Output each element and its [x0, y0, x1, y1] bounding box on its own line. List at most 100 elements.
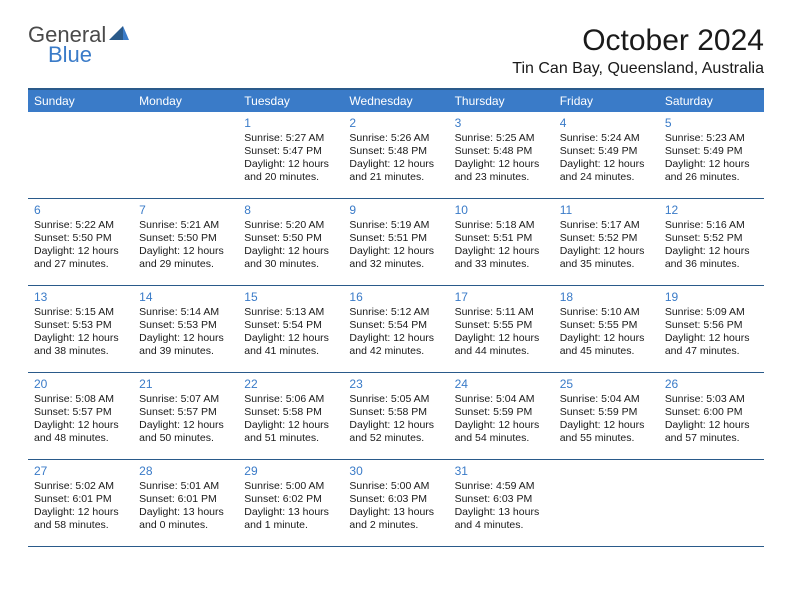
day-info-line: Daylight: 12 hours	[139, 245, 232, 258]
day-info-line: Sunset: 5:56 PM	[665, 319, 758, 332]
day-info-line: Daylight: 13 hours	[244, 506, 337, 519]
day-info-line: Sunset: 5:53 PM	[139, 319, 232, 332]
day-info-line: Daylight: 12 hours	[560, 419, 653, 432]
day-number: 28	[139, 464, 232, 479]
day-info-line: Daylight: 12 hours	[34, 419, 127, 432]
day-info-line: Daylight: 13 hours	[455, 506, 548, 519]
day-info-line: and 55 minutes.	[560, 432, 653, 445]
day-info-line: Sunset: 5:52 PM	[560, 232, 653, 245]
day-info-line: and 30 minutes.	[244, 258, 337, 271]
day-info-line: and 23 minutes.	[455, 171, 548, 184]
day-info-line: Sunrise: 5:12 AM	[349, 306, 442, 319]
day-cell: 19Sunrise: 5:09 AMSunset: 5:56 PMDayligh…	[659, 286, 764, 372]
day-info-line: Sunrise: 5:23 AM	[665, 132, 758, 145]
day-info-line: Sunrise: 5:04 AM	[455, 393, 548, 406]
day-info-line: Sunset: 5:50 PM	[34, 232, 127, 245]
day-info-line: and 27 minutes.	[34, 258, 127, 271]
day-info-line: Daylight: 12 hours	[244, 245, 337, 258]
day-info-line: and 4 minutes.	[455, 519, 548, 532]
day-info-line: and 47 minutes.	[665, 345, 758, 358]
day-info-line: Sunset: 5:59 PM	[455, 406, 548, 419]
day-cell: 14Sunrise: 5:14 AMSunset: 5:53 PMDayligh…	[133, 286, 238, 372]
day-info-line: Daylight: 12 hours	[34, 332, 127, 345]
day-header: Wednesday	[343, 90, 448, 112]
day-info-line: and 32 minutes.	[349, 258, 442, 271]
day-info-line: Daylight: 12 hours	[455, 332, 548, 345]
day-cell: 11Sunrise: 5:17 AMSunset: 5:52 PMDayligh…	[554, 199, 659, 285]
day-info-line: Sunset: 5:49 PM	[560, 145, 653, 158]
day-info-line: Sunrise: 5:07 AM	[139, 393, 232, 406]
day-info-line: Sunset: 6:03 PM	[455, 493, 548, 506]
day-cell: 13Sunrise: 5:15 AMSunset: 5:53 PMDayligh…	[28, 286, 133, 372]
day-info-line: Sunrise: 5:22 AM	[34, 219, 127, 232]
day-info-line: and 51 minutes.	[244, 432, 337, 445]
day-number: 16	[349, 290, 442, 305]
day-number: 17	[455, 290, 548, 305]
day-info-line: Sunrise: 5:16 AM	[665, 219, 758, 232]
day-info-line: Sunset: 5:50 PM	[244, 232, 337, 245]
day-number: 3	[455, 116, 548, 131]
day-info-line: Sunset: 5:51 PM	[349, 232, 442, 245]
day-cell: 21Sunrise: 5:07 AMSunset: 5:57 PMDayligh…	[133, 373, 238, 459]
day-info-line: Daylight: 12 hours	[455, 245, 548, 258]
day-info-line: Sunrise: 5:01 AM	[139, 480, 232, 493]
day-info-line: and 54 minutes.	[455, 432, 548, 445]
day-info-line: Sunset: 5:50 PM	[139, 232, 232, 245]
day-cell: 16Sunrise: 5:12 AMSunset: 5:54 PMDayligh…	[343, 286, 448, 372]
day-number: 24	[455, 377, 548, 392]
day-info-line: Sunset: 5:52 PM	[665, 232, 758, 245]
day-number: 2	[349, 116, 442, 131]
day-info-line: Sunrise: 5:11 AM	[455, 306, 548, 319]
day-number: 7	[139, 203, 232, 218]
day-cell: 9Sunrise: 5:19 AMSunset: 5:51 PMDaylight…	[343, 199, 448, 285]
day-cell: 29Sunrise: 5:00 AMSunset: 6:02 PMDayligh…	[238, 460, 343, 546]
day-info-line: Sunrise: 5:10 AM	[560, 306, 653, 319]
day-info-line: Sunrise: 5:06 AM	[244, 393, 337, 406]
day-info-line: Sunset: 5:47 PM	[244, 145, 337, 158]
day-info-line: and 57 minutes.	[665, 432, 758, 445]
day-number: 19	[665, 290, 758, 305]
location-subtitle: Tin Can Bay, Queensland, Australia	[512, 60, 764, 78]
day-info-line: Daylight: 12 hours	[244, 158, 337, 171]
day-info-line: Daylight: 12 hours	[244, 419, 337, 432]
day-info-line: Sunset: 5:59 PM	[560, 406, 653, 419]
day-number: 12	[665, 203, 758, 218]
day-header: Friday	[554, 90, 659, 112]
day-info-line: and 2 minutes.	[349, 519, 442, 532]
day-cell: 20Sunrise: 5:08 AMSunset: 5:57 PMDayligh…	[28, 373, 133, 459]
day-info-line: and 44 minutes.	[455, 345, 548, 358]
calendar-body: 1Sunrise: 5:27 AMSunset: 5:47 PMDaylight…	[28, 112, 764, 547]
day-info-line: Daylight: 12 hours	[665, 158, 758, 171]
day-cell-empty	[133, 112, 238, 198]
day-info-line: Daylight: 12 hours	[455, 419, 548, 432]
day-info-line: and 24 minutes.	[560, 171, 653, 184]
day-cell: 1Sunrise: 5:27 AMSunset: 5:47 PMDaylight…	[238, 112, 343, 198]
day-cell: 26Sunrise: 5:03 AMSunset: 6:00 PMDayligh…	[659, 373, 764, 459]
day-number: 10	[455, 203, 548, 218]
day-info-line: Daylight: 12 hours	[139, 419, 232, 432]
day-cell: 23Sunrise: 5:05 AMSunset: 5:58 PMDayligh…	[343, 373, 448, 459]
day-cell: 8Sunrise: 5:20 AMSunset: 5:50 PMDaylight…	[238, 199, 343, 285]
day-info-line: and 50 minutes.	[139, 432, 232, 445]
day-header: Monday	[133, 90, 238, 112]
week-header: SundayMondayTuesdayWednesdayThursdayFrid…	[28, 90, 764, 112]
day-info-line: Sunset: 5:48 PM	[349, 145, 442, 158]
day-header: Thursday	[449, 90, 554, 112]
header: General Blue October 2024 Tin Can Bay, Q…	[28, 24, 764, 78]
day-info-line: Sunset: 5:57 PM	[34, 406, 127, 419]
week-row: 20Sunrise: 5:08 AMSunset: 5:57 PMDayligh…	[28, 373, 764, 460]
day-info-line: Sunset: 5:54 PM	[244, 319, 337, 332]
day-cell: 18Sunrise: 5:10 AMSunset: 5:55 PMDayligh…	[554, 286, 659, 372]
day-number: 1	[244, 116, 337, 131]
day-info-line: Sunrise: 5:20 AM	[244, 219, 337, 232]
day-info-line: Daylight: 12 hours	[34, 245, 127, 258]
day-info-line: Sunrise: 5:02 AM	[34, 480, 127, 493]
day-cell: 10Sunrise: 5:18 AMSunset: 5:51 PMDayligh…	[449, 199, 554, 285]
day-info-line: Sunset: 5:55 PM	[455, 319, 548, 332]
day-info-line: Daylight: 12 hours	[244, 332, 337, 345]
day-info-line: Sunrise: 5:00 AM	[244, 480, 337, 493]
day-info-line: Daylight: 12 hours	[665, 245, 758, 258]
day-info-line: Daylight: 12 hours	[34, 506, 127, 519]
day-info-line: and 29 minutes.	[139, 258, 232, 271]
day-info-line: Sunrise: 5:21 AM	[139, 219, 232, 232]
